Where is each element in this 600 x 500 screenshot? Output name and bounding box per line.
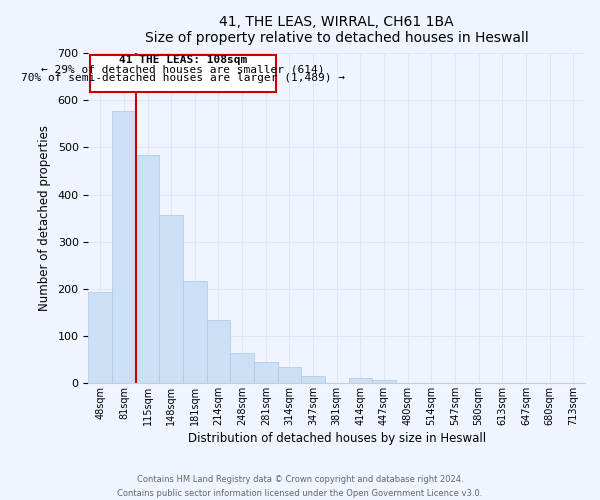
Bar [112,111,136,383]
Bar [230,353,254,383]
FancyBboxPatch shape [89,54,277,92]
Bar [372,380,396,383]
Bar [254,362,278,383]
Bar [206,320,230,383]
Text: 70% of semi-detached houses are larger (1,489) →: 70% of semi-detached houses are larger (… [21,74,345,84]
Text: ← 29% of detached houses are smaller (614): ← 29% of detached houses are smaller (61… [41,65,325,75]
Bar [183,281,206,383]
Bar [301,376,325,383]
Bar [278,368,301,383]
Bar [136,155,160,383]
Bar [88,292,112,383]
Title: 41, THE LEAS, WIRRAL, CH61 1BA
Size of property relative to detached houses in H: 41, THE LEAS, WIRRAL, CH61 1BA Size of p… [145,15,529,45]
Text: 41 THE LEAS: 108sqm: 41 THE LEAS: 108sqm [119,56,247,66]
Y-axis label: Number of detached properties: Number of detached properties [38,125,50,311]
X-axis label: Distribution of detached houses by size in Heswall: Distribution of detached houses by size … [188,432,486,445]
Bar [349,378,372,383]
Text: Contains HM Land Registry data © Crown copyright and database right 2024.
Contai: Contains HM Land Registry data © Crown c… [118,476,482,498]
Bar [160,216,183,383]
